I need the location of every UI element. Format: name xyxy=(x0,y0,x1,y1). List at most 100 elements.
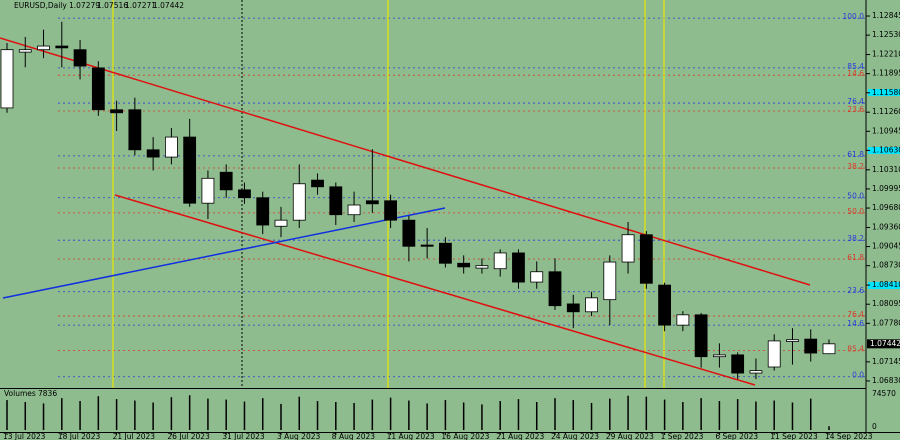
candle-body xyxy=(146,149,160,158)
candle-body xyxy=(767,340,781,368)
x-tick-label: 13 Jul 2023 xyxy=(3,432,46,440)
candle-body xyxy=(457,262,471,268)
symbol: EURUSD,Daily xyxy=(14,1,67,10)
candle-body xyxy=(55,45,69,49)
candle-body xyxy=(402,219,416,247)
y-tick-label: 1.12530 xyxy=(872,30,900,39)
candle-body xyxy=(311,179,324,188)
fib-label: 61.8 xyxy=(847,253,864,262)
y-tick-label: 1.11895 xyxy=(872,69,900,78)
candle-body xyxy=(694,314,708,358)
fib-label: 50.0 xyxy=(847,207,864,216)
candle-body xyxy=(804,338,818,354)
candle-body xyxy=(438,242,452,264)
candle-body xyxy=(256,197,270,226)
x-tick-label: 11 Aug 2023 xyxy=(387,432,435,440)
candle-body xyxy=(274,219,288,227)
fib-label: 38.2 xyxy=(847,234,864,243)
y-tick-label: 1.09680 xyxy=(872,203,900,212)
candle-body xyxy=(658,284,671,326)
channel-line xyxy=(114,194,756,386)
alert-marker xyxy=(868,147,900,154)
y-tick-label: 1.10630 xyxy=(872,145,900,154)
candle-body xyxy=(37,45,50,51)
candle-body xyxy=(566,303,580,313)
open-price: 1.07279 xyxy=(69,1,100,10)
trend-line xyxy=(2,207,446,299)
candle-body xyxy=(219,171,233,191)
y-tick-label: 1.12210 xyxy=(872,50,900,59)
x-tick-label: 1 Sep 2023 xyxy=(661,432,704,440)
candle-body xyxy=(201,177,215,204)
candle-body xyxy=(18,49,32,53)
fib-label: 76.4 xyxy=(847,310,864,319)
y-tick-label: 1.07145 xyxy=(872,357,900,366)
candle-body xyxy=(128,109,142,151)
volume-tick-label: 74570 xyxy=(872,389,896,398)
fib-label: 85.4 xyxy=(847,345,864,354)
candle-body xyxy=(475,265,489,269)
price-box-label: 1.07442 xyxy=(870,339,900,348)
y-tick-label: 1.11580 xyxy=(872,88,900,97)
fib-label: 14.6 xyxy=(847,69,864,78)
fib-label: 23.6 xyxy=(847,286,864,295)
high-price: 1.07516 xyxy=(97,1,128,10)
channel-line xyxy=(0,37,811,286)
axis-layer: 1.12845 1.12530 1.12210 1.11895 1.11580 1.112… xyxy=(3,11,900,440)
header: EURUSD,Daily 1.07279 1.07516 1.07271 1.0… xyxy=(14,1,184,10)
candle-body xyxy=(530,271,544,283)
fib-label: 50.0 xyxy=(847,192,864,201)
candle-body xyxy=(365,200,379,205)
candle-body xyxy=(603,261,617,301)
x-tick-label: 21 Aug 2023 xyxy=(496,432,544,440)
candle-body xyxy=(639,234,653,284)
y-tick-label: 1.09995 xyxy=(872,184,900,193)
fib-label: 85.4 xyxy=(847,62,864,71)
fib-label: 100.0 xyxy=(843,12,865,21)
candle-body xyxy=(420,244,434,247)
y-tick-label: 1.10945 xyxy=(872,126,900,135)
candle-body xyxy=(110,109,123,114)
candle-body xyxy=(822,343,836,355)
candle-body xyxy=(512,252,525,283)
candle-body xyxy=(238,189,251,199)
candle-body xyxy=(73,49,87,67)
x-tick-label: 14 Sep 2023 xyxy=(825,432,873,440)
x-tick-label: 6 Sep 2023 xyxy=(715,432,758,440)
y-tick-label: 1.07780 xyxy=(872,318,900,327)
candle-body xyxy=(713,354,726,358)
candle-body xyxy=(676,314,690,326)
volume-title: Volumes xyxy=(4,389,36,398)
candle-body xyxy=(329,186,343,216)
y-tick-label: 1.09360 xyxy=(872,222,900,231)
candle-body xyxy=(493,252,507,270)
x-tick-label: 11 Sep 2023 xyxy=(770,432,818,440)
candle-body xyxy=(384,200,398,221)
volume-tick-label: 0 xyxy=(872,422,877,431)
candle-body xyxy=(621,234,635,263)
fib-label: 23.6 xyxy=(847,105,864,114)
candle-body xyxy=(749,370,763,374)
y-tick-label: 1.08095 xyxy=(872,299,900,308)
candle-body xyxy=(786,339,799,342)
candle-layer xyxy=(0,21,836,430)
x-tick-label: 31 Jul 2023 xyxy=(222,432,265,440)
close-price: 1.07442 xyxy=(153,1,184,10)
candle-body xyxy=(0,49,14,109)
x-tick-label: 24 Aug 2023 xyxy=(551,432,599,440)
x-tick-label: 21 Jul 2023 xyxy=(113,432,156,440)
y-tick-label: 1.09045 xyxy=(872,242,900,251)
fib-label: 14.6 xyxy=(847,319,864,328)
x-tick-label: 26 Jul 2023 xyxy=(167,432,210,440)
grid-layer: 100.085.414.676.423.661.838.250.050.038.… xyxy=(58,12,866,380)
price-box xyxy=(867,339,900,349)
y-tick-label: 1.11260 xyxy=(872,107,900,116)
x-tick-label: 16 Aug 2023 xyxy=(441,432,489,440)
alert-marker xyxy=(868,282,900,289)
candle-body xyxy=(585,297,598,313)
y-tick-label: 1.08410 xyxy=(872,280,900,289)
y-tick-label: 1.08730 xyxy=(872,261,900,270)
alert-marker xyxy=(868,89,900,96)
